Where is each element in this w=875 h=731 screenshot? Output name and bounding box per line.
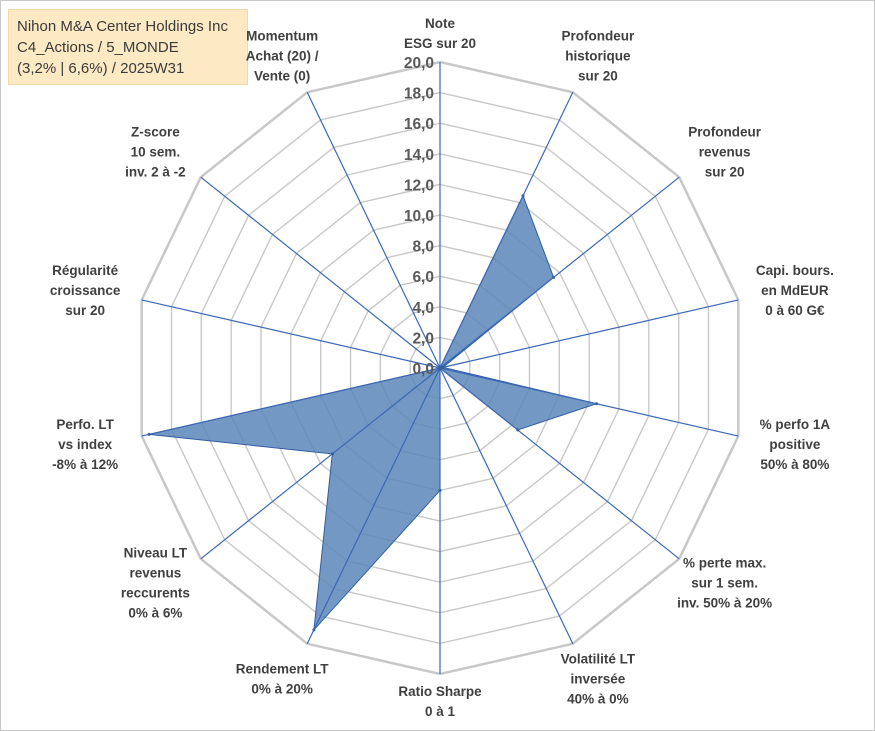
data-point: [312, 628, 316, 632]
tick-label: 14,0: [404, 147, 434, 164]
axis-spoke: [439, 367, 739, 437]
data-point: [552, 275, 556, 279]
axis-spoke: [439, 92, 574, 369]
data-point: [595, 402, 599, 406]
data-point: [516, 428, 520, 432]
data-point: [147, 432, 151, 436]
tick-label: 2,0: [412, 330, 434, 347]
axis-spoke: [439, 367, 574, 644]
axis-label: % perte max. sur 1 sem. inv. 50% à 20%: [677, 556, 772, 611]
axis-label: Z-score 10 sem. inv. 2 à -2: [125, 124, 186, 179]
axis-label: Régularité croissance sur 20: [50, 263, 121, 318]
company-name: Nihon M&A Center Holdings Inc: [17, 18, 228, 35]
portfolio-label: C4_Actions / 5_MONDE: [17, 39, 179, 56]
tick-label: 18,0: [404, 86, 434, 103]
period-label: (3,2% | 6,6%) / 2025W31: [17, 60, 185, 77]
axis-label: Niveau LT revenus reccurents 0% à 6%: [121, 546, 190, 621]
data-point: [438, 366, 442, 370]
axis-spoke: [306, 92, 441, 369]
axis-spoke: [439, 367, 680, 560]
axis-label: Rendement LT 0% à 20%: [236, 662, 330, 697]
data-point: [441, 365, 445, 369]
axis-spoke: [439, 176, 680, 369]
axis-label: Capi. bours. en MdEUR 0 à 60 G€: [756, 263, 834, 318]
axis-label: Momentum Achat (20) / Vente (0): [246, 28, 319, 83]
data-point: [438, 488, 442, 492]
axis-spoke: [439, 299, 739, 369]
axis-label: Volatilité LT inversée 40% à 0%: [561, 652, 636, 707]
tick-label: 12,0: [404, 177, 434, 194]
axis-spoke: [306, 367, 441, 644]
tick-label: 10,0: [404, 208, 434, 225]
axis-spoke: [141, 299, 441, 369]
chart-title-box: Nihon M&A Center Holdings Inc C4_Actions…: [8, 9, 248, 85]
axis-spoke: [200, 176, 441, 369]
axis-spoke: [141, 367, 441, 437]
tick-label: 6,0: [412, 269, 434, 286]
tick-label: 8,0: [412, 239, 434, 256]
tick-label: 16,0: [404, 116, 434, 133]
axis-label: Profondeur historique sur 20: [562, 28, 635, 83]
axis-label: % perfo 1A positive 50% à 80%: [760, 417, 831, 472]
series-area: [148, 194, 599, 632]
axis-spoke: [200, 367, 441, 560]
tick-label: 20,0: [404, 55, 434, 72]
axis-label: Ratio Sharpe 0 à 1: [398, 684, 482, 719]
tick-label: 4,0: [412, 300, 434, 317]
data-point: [330, 452, 334, 456]
axis-label: Profondeur revenus sur 20: [688, 124, 761, 179]
data-point: [521, 194, 525, 198]
tick-label: 0,0: [412, 361, 434, 378]
axis-label: Note ESG sur 20: [404, 16, 476, 51]
axis-label: Perfo. LT vs index -8% à 12%: [52, 417, 118, 472]
